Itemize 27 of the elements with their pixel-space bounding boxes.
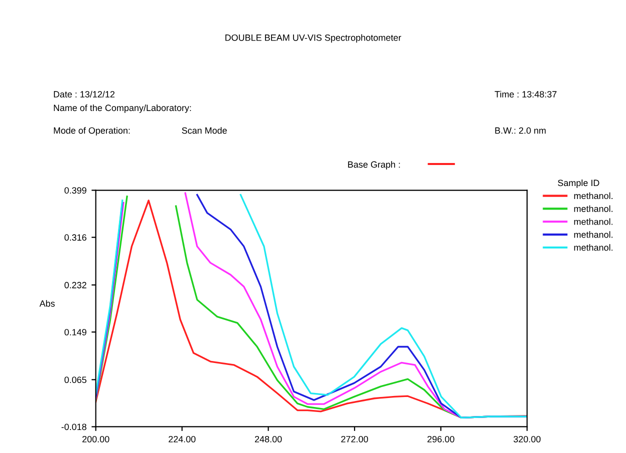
text: Date : 13/12/12 [54, 90, 114, 98]
y-axis-title: Abs [40, 300, 55, 307]
x-tick-label: 248.00 [254, 436, 282, 442]
text: Scan Mode [182, 127, 227, 134]
legend-label: methanol. [574, 218, 612, 225]
legend-title: Sample ID [558, 179, 600, 188]
chart-title: DOUBLE BEAM UV-VIS Spectrophotometer [225, 34, 402, 43]
y-tick-label: 0.232 [64, 282, 86, 288]
legend-label: methanol. [574, 244, 612, 251]
y-tick-label: 0.399 [64, 187, 86, 194]
x-tick-label: 272.00 [341, 436, 368, 442]
x-tick-label: 296.00 [427, 436, 454, 442]
legend-label: methanol. [574, 205, 612, 212]
text: Name of the Company/Laboratory: [54, 104, 191, 113]
y-tick-label: 0.149 [64, 328, 86, 336]
x-tick-label: 200.00 [82, 436, 110, 442]
y-tick-label: 0.065 [64, 376, 86, 384]
text: Base Graph : [348, 161, 400, 170]
x-tick-label: 224.00 [168, 436, 196, 442]
legend-label: methanol. [574, 192, 612, 200]
legend-label: methanol. [574, 231, 612, 238]
y-tick-label: 0.316 [64, 234, 86, 241]
y-tick-label: -0.018 [62, 424, 86, 430]
text: B.W.: 2.0 nm [495, 127, 546, 134]
text: Mode of Operation: [54, 127, 130, 136]
x-tick-label: 320.00 [514, 436, 541, 442]
text: Time : 13:48:37 [494, 90, 556, 98]
